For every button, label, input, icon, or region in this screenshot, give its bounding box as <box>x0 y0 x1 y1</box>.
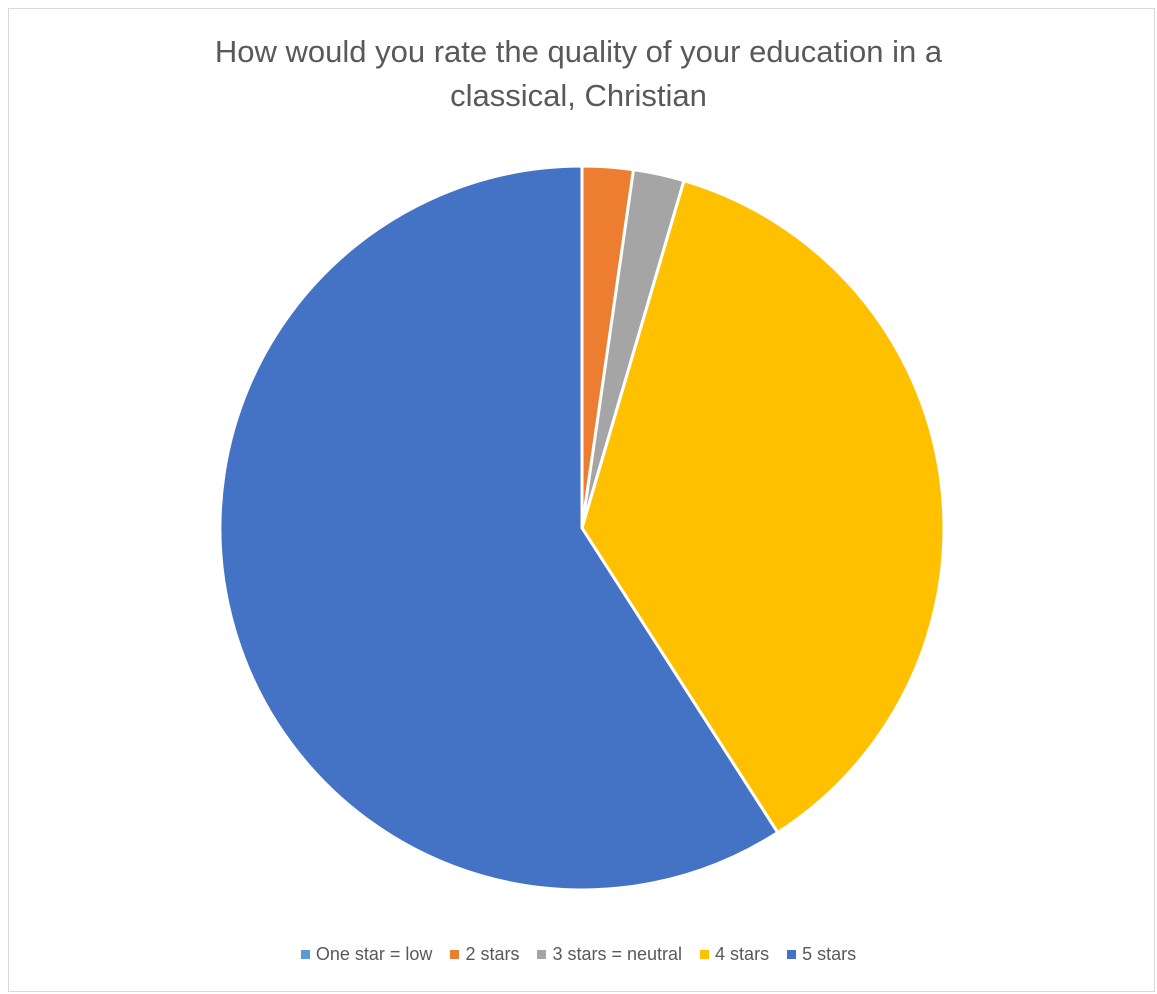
legend-swatch <box>450 949 460 959</box>
legend-item: 3 stars = neutral <box>537 944 682 965</box>
legend-swatch <box>537 949 547 959</box>
pie-slice-4-stars <box>580 179 946 835</box>
legend-item: One star = low <box>300 943 433 965</box>
chart-title: How would you rate the quality of your e… <box>0 30 1157 118</box>
legend-swatch <box>787 949 797 959</box>
legend-label: 3 stars = neutral <box>552 943 683 964</box>
legend-label: 2 stars <box>465 943 520 964</box>
legend-item: 4 stars <box>700 944 769 965</box>
legend-item: 2 stars <box>450 944 519 965</box>
legend-swatch <box>700 949 710 959</box>
pie-slice-5-stars <box>218 164 780 892</box>
chart-legend: One star = low 2 stars 3 stars = neutral 4 … <box>0 943 1157 965</box>
legend-label: 4 stars <box>715 943 770 964</box>
chart-title-line-2: classical, Christian <box>450 78 707 113</box>
legend-label: 5 stars <box>802 943 857 964</box>
legend-swatch <box>300 949 310 959</box>
chart-title-line-1: How would you rate the quality of your e… <box>214 34 943 69</box>
legend-item: 5 stars <box>787 944 856 965</box>
legend-label: One star = low <box>315 943 433 964</box>
